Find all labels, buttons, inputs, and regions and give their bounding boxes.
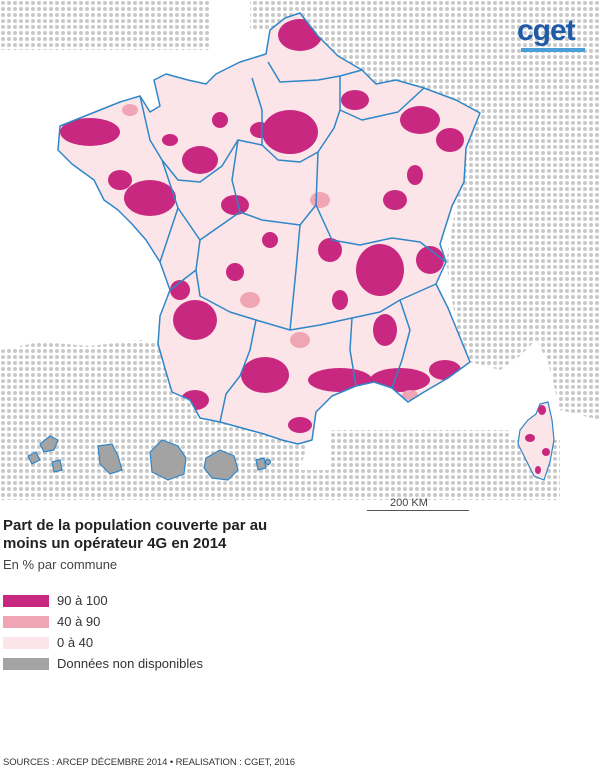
map bbox=[0, 0, 600, 500]
france-mainland bbox=[58, 13, 480, 444]
legend-swatch bbox=[3, 657, 49, 670]
legend-item-low: 0 à 40 bbox=[3, 632, 203, 653]
legend-item-high: 90 à 100 bbox=[3, 590, 203, 611]
legend-swatch bbox=[3, 636, 49, 649]
legend-swatch bbox=[3, 594, 49, 607]
legend-label: 0 à 40 bbox=[57, 635, 94, 650]
corsica bbox=[517, 401, 555, 481]
legend-swatch bbox=[3, 615, 49, 628]
cget-logo: cget bbox=[517, 14, 576, 47]
scale-bar bbox=[367, 510, 469, 511]
sources-note: SOURCES : ARCEP DÉCEMBRE 2014 • REALISAT… bbox=[3, 757, 295, 768]
legend: 90 à 100 40 à 90 0 à 40 Données non disp… bbox=[3, 590, 203, 674]
map-subtitle: En % par commune bbox=[3, 557, 118, 572]
overseas-territories bbox=[27, 435, 272, 481]
legend-item-na: Données non disponibles bbox=[3, 653, 203, 674]
region-borders bbox=[57, 12, 481, 445]
legend-label: 40 à 90 bbox=[57, 614, 101, 629]
legend-item-medium: 40 à 90 bbox=[3, 611, 203, 632]
logo-underline bbox=[521, 48, 585, 52]
legend-label: Données non disponibles bbox=[57, 656, 203, 671]
map-title: Part de la population couverte par au mo… bbox=[3, 517, 268, 552]
scale-label: 200 KM bbox=[390, 497, 428, 509]
legend-label: 90 à 100 bbox=[57, 593, 108, 608]
